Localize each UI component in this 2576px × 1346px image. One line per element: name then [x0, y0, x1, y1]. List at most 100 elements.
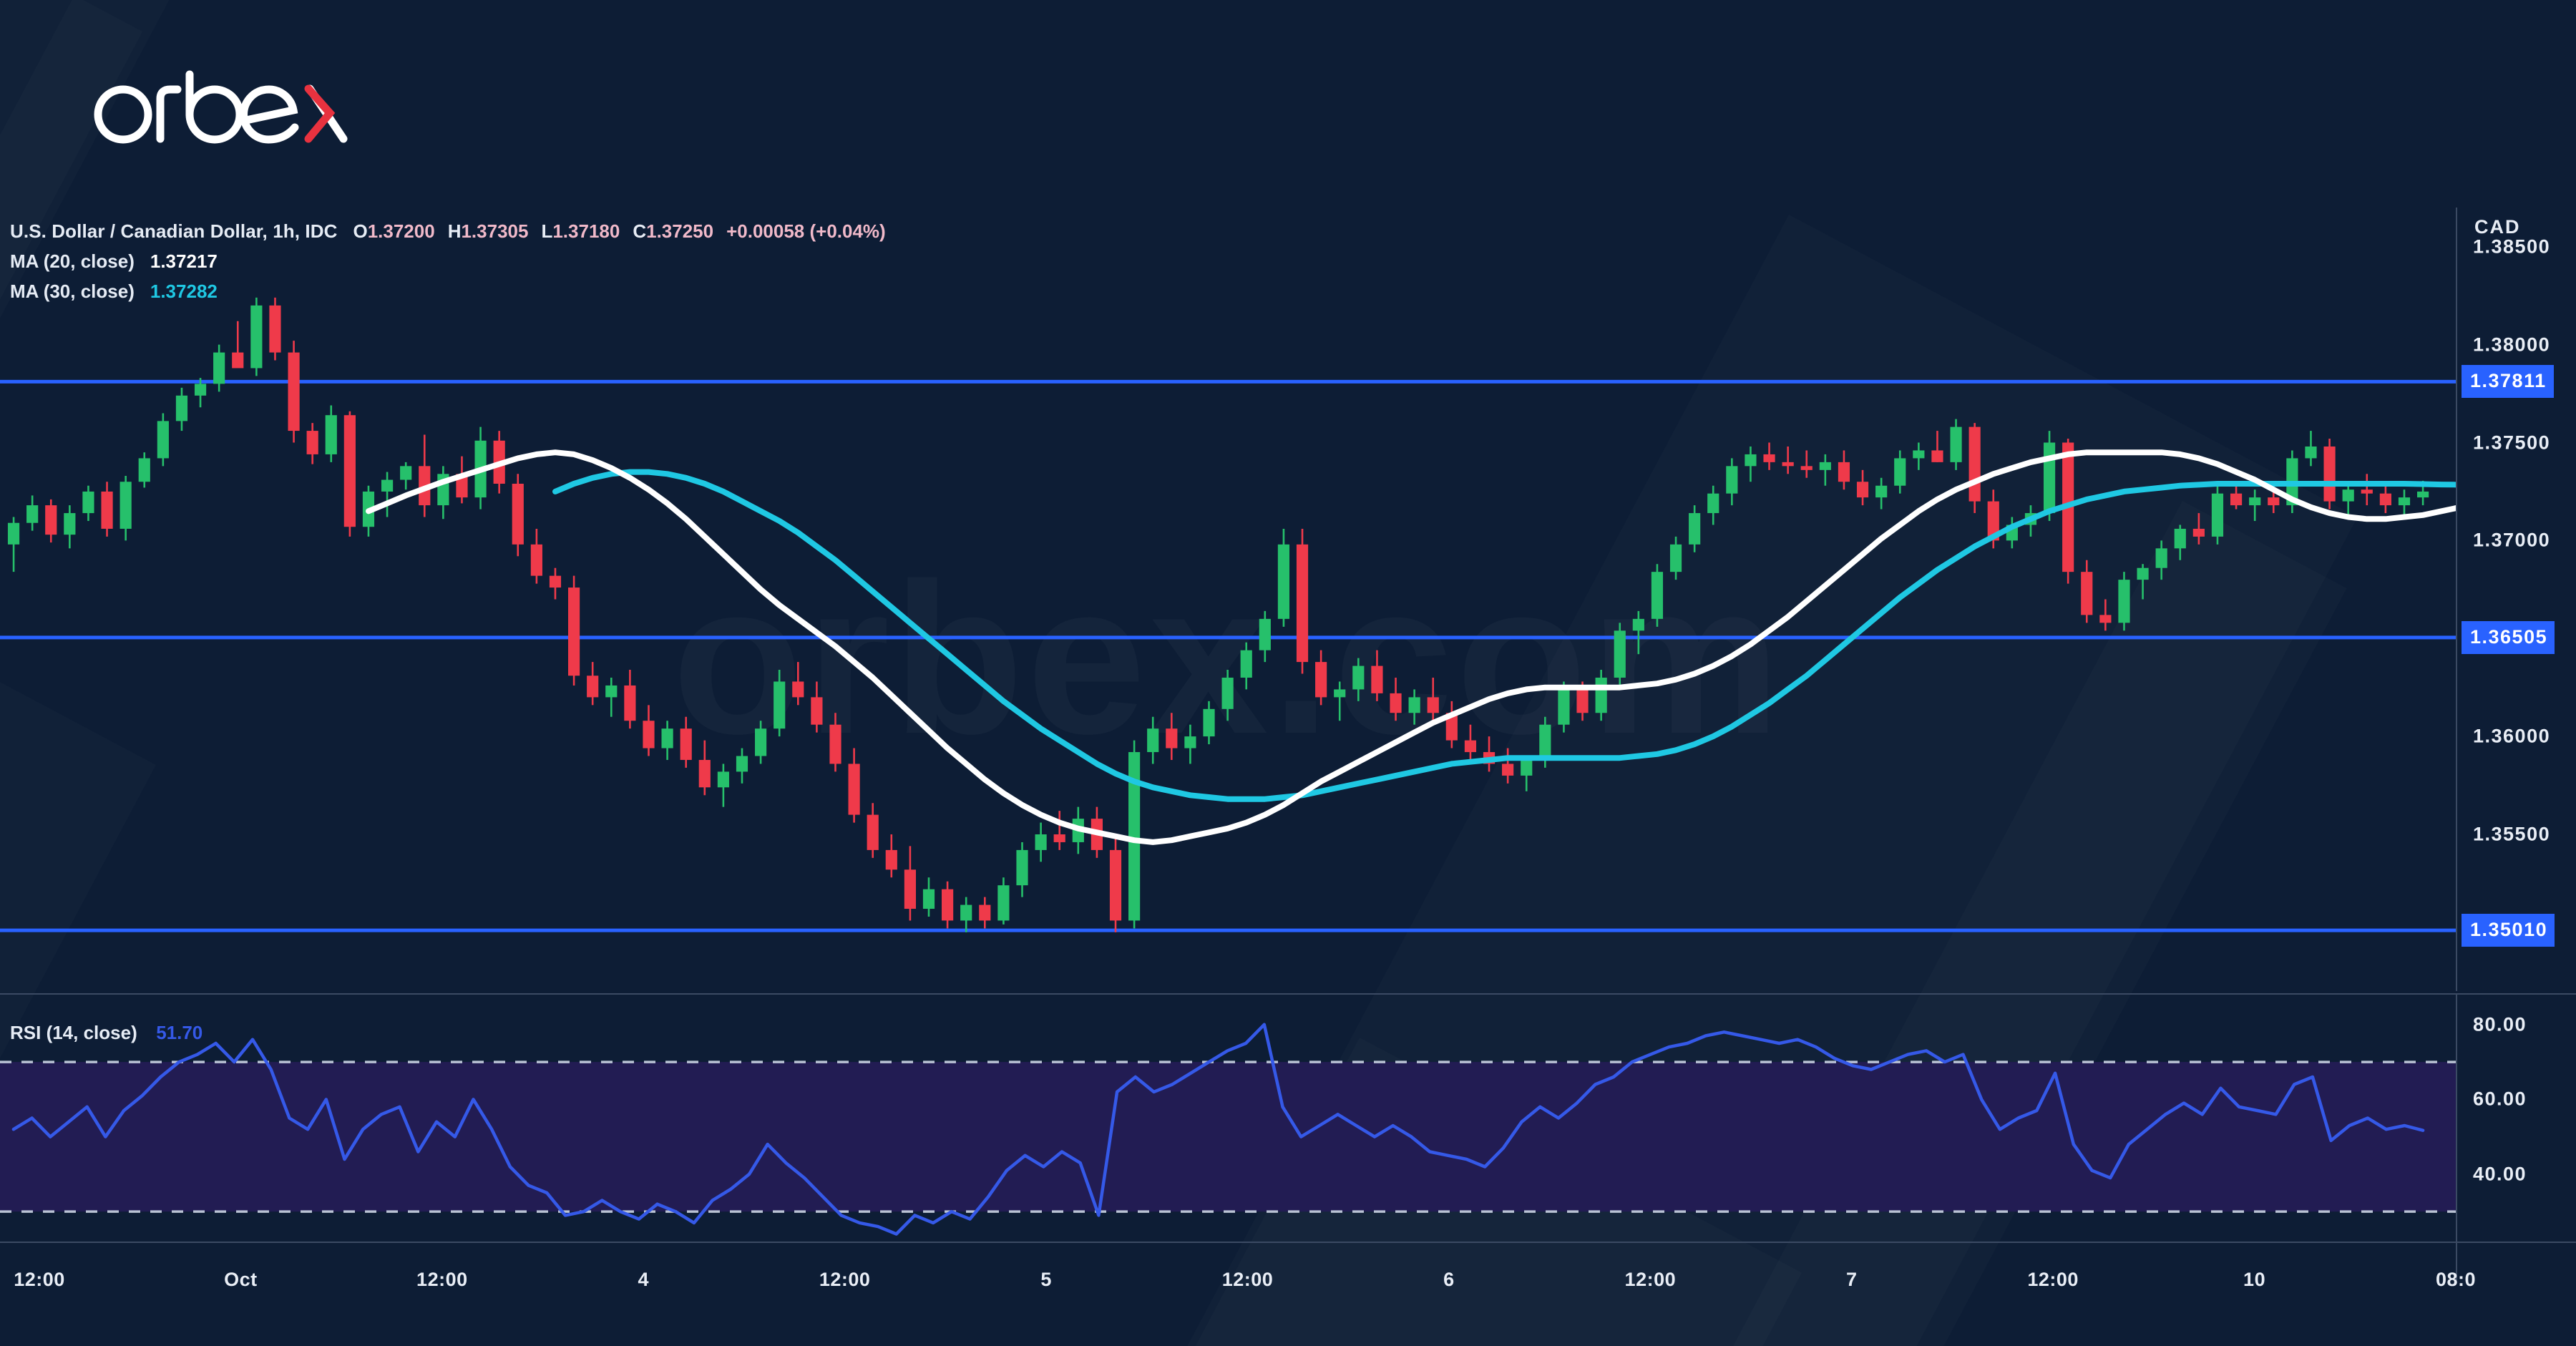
candle-body [1334, 689, 1346, 698]
candle-body [605, 685, 618, 698]
candle-body [1296, 544, 1309, 663]
candle-body [2211, 493, 2224, 537]
candle-body [175, 395, 188, 421]
ma30-line [552, 469, 2456, 802]
candle-body [2230, 493, 2243, 506]
price-plot [0, 297, 2456, 932]
time-tick-label: 08:0 [2435, 1269, 2477, 1290]
ohlc-l: L1.37180 [541, 220, 620, 242]
ohlc-change: +0.00058 (+0.04%) [726, 220, 886, 242]
rsi-axis[interactable]: 80.00 60.00 40.00 [2456, 995, 2576, 1242]
candle-body [250, 305, 263, 369]
candle-body [64, 513, 76, 535]
ma20-label: MA (20, close) [10, 250, 135, 272]
candle-body [1987, 501, 1999, 541]
ma20-value: 1.37217 [150, 250, 218, 272]
candle-body [2155, 548, 2167, 568]
candle-body [587, 676, 599, 698]
candle-body [400, 466, 412, 480]
price-tick-label: 1.38500 [2473, 235, 2551, 258]
candle-body [194, 384, 207, 396]
candle-body [232, 352, 244, 369]
price-tick-label: 1.38000 [2473, 333, 2551, 356]
price-tick-label: 1.37000 [2473, 529, 2551, 551]
candle-body [26, 505, 39, 523]
candle-body [7, 522, 20, 545]
rsi-tick-label: 40.00 [2473, 1163, 2527, 1185]
candle-body [1950, 426, 1962, 462]
symbol-row: U.S. Dollar / Canadian Dollar, 1h, IDC O… [10, 222, 899, 240]
candle-body [1277, 544, 1290, 619]
candle-body [1595, 678, 1607, 713]
time-tick-label: 4 [638, 1269, 650, 1290]
candle-body [1521, 759, 1533, 776]
candle-body [1707, 493, 1719, 514]
candle-body [867, 814, 879, 850]
candle-body [736, 756, 748, 772]
level-price-tag[interactable]: 1.35010 [2462, 914, 2555, 947]
time-tick-label: 6 [1443, 1269, 1455, 1290]
symbol-title: U.S. Dollar / Canadian Dollar, 1h, IDC [10, 220, 338, 242]
candle-body [643, 721, 655, 748]
candle-body [1539, 724, 1551, 760]
ohlc-c: C1.37250 [633, 220, 714, 242]
candle-body [138, 458, 150, 482]
time-tick-label: 12:00 [1624, 1269, 1677, 1290]
price-tick-label: 1.35500 [2473, 823, 2551, 845]
candle-body [1726, 466, 1738, 494]
candle-body [2268, 497, 2280, 506]
candle-body [1445, 713, 1458, 741]
price-axis[interactable]: CAD 1.38500 1.38000 1.37500 1.37000 1.36000 1… [2456, 208, 2576, 991]
ma30-label: MA (30, close) [10, 281, 135, 302]
candle-body [774, 681, 786, 729]
ma20-row: MA (20, close) 1.37217 [10, 252, 899, 270]
candle-body [1147, 728, 1159, 753]
candle-body [1894, 458, 1906, 486]
candle-body [1838, 462, 1850, 482]
candle-body [269, 305, 281, 353]
candle-body [306, 431, 318, 454]
candle-body [811, 697, 823, 725]
price-tick-label: 1.36000 [2473, 725, 2551, 747]
candle-body [1819, 462, 1831, 470]
price-chart-pane[interactable] [0, 208, 2456, 991]
candle-body [1221, 678, 1234, 709]
candle-body [1128, 752, 1141, 921]
candle-body [1968, 426, 1981, 502]
candle-body [1390, 693, 1402, 713]
candle-body [1203, 708, 1215, 737]
candle-body [2361, 489, 2373, 494]
time-tick-label: 12:00 [416, 1269, 468, 1290]
candle-body [1763, 454, 1775, 462]
chart-legend: U.S. Dollar / Canadian Dollar, 1h, IDC O… [10, 222, 899, 312]
candle-body [885, 849, 897, 870]
candle-body [1651, 572, 1664, 619]
candle-body [1782, 462, 1794, 467]
rsi-chart-pane[interactable] [0, 995, 2456, 1242]
axis-corner-tick [2456, 1243, 2457, 1280]
level-price-tag[interactable]: 1.36505 [2462, 620, 2555, 654]
candle-body [1315, 662, 1327, 698]
candle-body [2416, 491, 2429, 498]
candle-body [1184, 736, 1196, 748]
candle-body [1259, 618, 1271, 650]
candle-body [530, 544, 542, 576]
candle-body [1669, 544, 1682, 572]
level-price-tag[interactable]: 1.37811 [2462, 365, 2554, 399]
ma30-row: MA (30, close) 1.37282 [10, 282, 899, 301]
candle-body [1856, 482, 1869, 498]
candle-body [119, 482, 132, 529]
time-axis[interactable]: 12:00 Oct 12:00 4 12:00 5 12:00 6 12:00 7 12:00 10 0… [0, 1243, 2576, 1346]
candle-body [848, 764, 860, 815]
pane-separator [0, 993, 2576, 995]
ma20-line [366, 449, 2456, 845]
candle-body [680, 728, 692, 760]
candle-body [1464, 740, 1477, 753]
candle-body [1427, 697, 1439, 713]
candle-body [82, 491, 94, 514]
candle-body [1408, 697, 1420, 713]
candle-body [213, 352, 225, 384]
time-axis-separator [0, 1242, 2576, 1243]
time-tick-label: 12:00 [1221, 1269, 1274, 1290]
